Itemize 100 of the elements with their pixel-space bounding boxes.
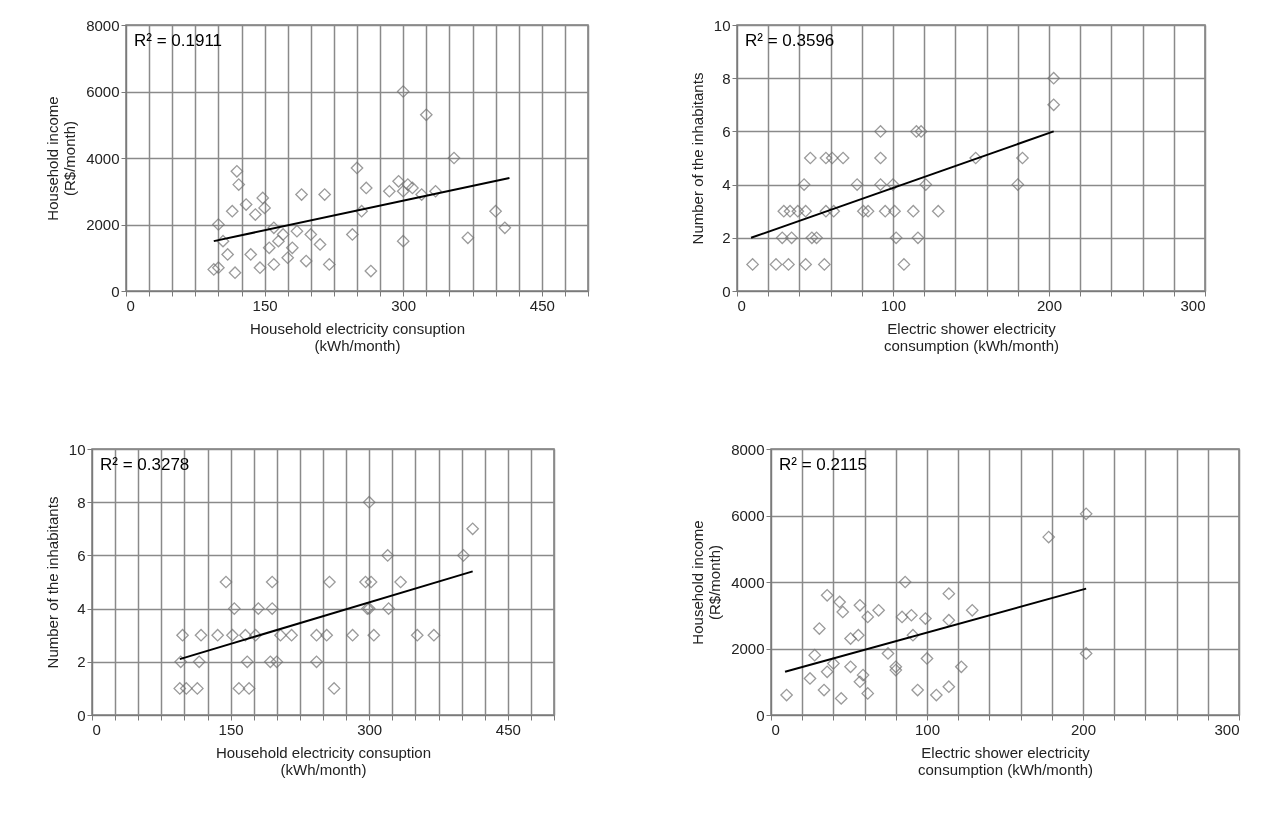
- x-tick-label: 300: [391, 296, 417, 314]
- y-tick-label: 4000: [731, 573, 765, 591]
- point: [323, 575, 336, 589]
- annotation: R² = 0.1911: [134, 31, 223, 50]
- point: [176, 628, 189, 642]
- point: [207, 263, 221, 276]
- x-tick-label: 150: [252, 296, 278, 314]
- point: [396, 234, 410, 248]
- x-axis-title: Household electricity consuption (kWh/month): [215, 743, 432, 778]
- point: [265, 575, 279, 589]
- y-tick-label: 8000: [731, 440, 765, 458]
- point: [225, 204, 239, 218]
- point: [276, 228, 290, 241]
- x-tick-label: 450: [529, 296, 555, 314]
- point: [396, 85, 410, 98]
- point: [281, 251, 295, 265]
- point: [285, 241, 299, 255]
- point: [242, 682, 256, 695]
- y-tick-label: 2000: [86, 216, 120, 233]
- point: [228, 266, 242, 280]
- x-tick-label: 300: [357, 720, 383, 738]
- point: [364, 575, 378, 589]
- y-axis-title: Household income (R$/month): [689, 520, 724, 645]
- point: [272, 234, 285, 248]
- point: [226, 628, 239, 642]
- point: [192, 655, 206, 669]
- point: [415, 188, 429, 201]
- point: [410, 628, 424, 642]
- point: [429, 184, 442, 198]
- y-tick-label: 4: [77, 600, 86, 618]
- x-tick-label: 100: [880, 296, 907, 314]
- point: [364, 264, 378, 278]
- point: [267, 221, 281, 235]
- point: [267, 258, 281, 271]
- y-tick-label: 10: [713, 16, 731, 34]
- point: [216, 234, 230, 248]
- point: [367, 628, 381, 642]
- y-tick-label: 2: [77, 653, 86, 671]
- point: [392, 174, 405, 188]
- point: [346, 228, 359, 241]
- x-tick-label: 200: [1070, 720, 1097, 738]
- point: [249, 208, 262, 221]
- x-tick-label: 0: [771, 720, 780, 738]
- x-axis-title: Electric shower electricity consumption (kWh/month): [883, 319, 1060, 354]
- y-tick-label: 8000: [86, 16, 120, 34]
- point: [401, 178, 415, 191]
- point: [362, 495, 376, 509]
- point: [290, 224, 304, 238]
- y-tick-label: 0: [77, 706, 86, 724]
- point: [394, 575, 407, 589]
- y-axis-title: Number of the inhabitants: [688, 72, 706, 245]
- y-axis-title: Number of the inhabitants: [43, 496, 61, 669]
- point: [240, 655, 254, 669]
- y-tick-label: 8: [77, 493, 86, 511]
- point: [270, 655, 284, 669]
- point: [239, 198, 253, 211]
- point: [244, 248, 258, 261]
- point: [419, 108, 433, 122]
- point: [265, 602, 279, 615]
- point: [461, 231, 475, 245]
- point: [381, 549, 395, 562]
- point: [359, 181, 373, 195]
- point: [211, 628, 225, 642]
- y-tick-label: 4000: [86, 149, 120, 167]
- point: [274, 628, 287, 642]
- point: [239, 628, 252, 642]
- y-tick-label: 10: [68, 440, 86, 458]
- point: [355, 204, 368, 218]
- point: [313, 238, 327, 251]
- point: [320, 628, 334, 642]
- point: [179, 682, 193, 695]
- point: [327, 682, 341, 695]
- x-tick-label: 100: [914, 720, 941, 738]
- point: [498, 221, 512, 235]
- point: [382, 184, 396, 198]
- point: [232, 178, 246, 191]
- point: [263, 655, 277, 669]
- point: [299, 254, 313, 268]
- point: [227, 602, 241, 615]
- point: [427, 628, 441, 642]
- point: [310, 655, 323, 669]
- y-axis-title: Household income (R$/month): [44, 96, 79, 221]
- y-tick-label: 6000: [86, 83, 120, 100]
- point: [253, 261, 267, 275]
- y-tick-label: 8: [722, 69, 731, 87]
- point: [256, 191, 270, 205]
- y-tick-label: 6: [77, 546, 86, 564]
- point: [318, 188, 332, 201]
- point: [232, 682, 246, 695]
- point: [359, 575, 372, 589]
- point: [382, 602, 395, 615]
- point: [346, 628, 359, 642]
- point: [396, 184, 410, 198]
- y-tick-label: 6000: [731, 507, 765, 524]
- point: [466, 522, 480, 536]
- point: [295, 188, 308, 201]
- y-tick-label: 0: [722, 282, 731, 300]
- point: [489, 204, 502, 218]
- annotation: R² = 0.3596: [745, 31, 835, 50]
- x-tick-label: 300: [1180, 296, 1206, 314]
